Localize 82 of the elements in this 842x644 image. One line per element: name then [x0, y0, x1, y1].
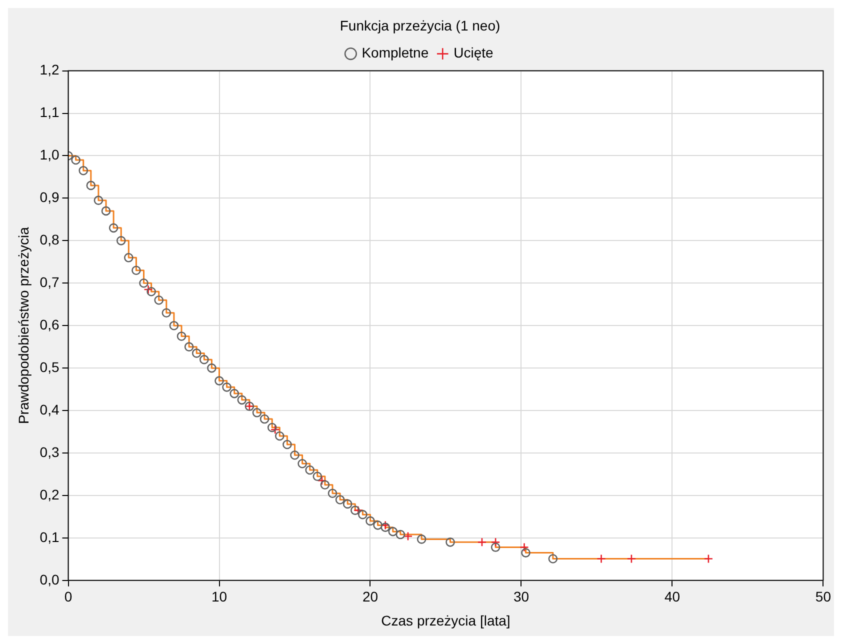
x-tick-label: 0 — [64, 588, 72, 605]
point — [169, 320, 179, 330]
point — [200, 354, 209, 364]
point — [132, 266, 141, 276]
point — [260, 414, 270, 424]
x-tick-label: 10 — [211, 588, 228, 605]
point — [342, 499, 352, 509]
x-tick-label: 40 — [664, 588, 680, 605]
point — [335, 495, 345, 504]
point — [312, 472, 322, 482]
point — [350, 506, 360, 515]
point — [416, 534, 426, 544]
point — [477, 538, 487, 547]
point — [78, 166, 88, 176]
point — [626, 554, 636, 564]
x-axis-title: Czas przeżycia [lata] — [381, 612, 510, 628]
chart-title: Funkcja przeżycia (1 neo) — [340, 17, 500, 34]
point — [282, 440, 292, 450]
y-tick-label: 0,1 — [40, 528, 60, 545]
y-tick-label: 0,0 — [40, 571, 60, 588]
point — [320, 480, 330, 490]
point — [548, 554, 558, 564]
point — [354, 506, 363, 515]
point — [101, 206, 111, 216]
legend-label: Ucięte — [454, 44, 494, 61]
x-tick-label: 50 — [815, 588, 832, 605]
point — [108, 223, 118, 233]
x-tick-label: 30 — [513, 588, 530, 605]
y-tick-label: 0,4 — [40, 401, 60, 418]
point — [446, 538, 455, 547]
point — [214, 376, 224, 386]
y-tick-label: 1,1 — [40, 104, 60, 120]
point — [116, 236, 126, 246]
point — [358, 510, 368, 520]
y-tick-label: 0,2 — [40, 486, 60, 502]
y-tick-label: 1,2 — [40, 62, 60, 78]
point — [154, 295, 164, 305]
point — [71, 155, 80, 165]
point — [403, 532, 413, 541]
point — [146, 286, 156, 296]
point — [237, 395, 247, 405]
point — [184, 342, 194, 352]
point — [94, 196, 104, 205]
y-tick-label: 0,7 — [40, 274, 60, 290]
y-tick-label: 0,9 — [40, 189, 60, 206]
point — [521, 548, 530, 558]
y-tick-label: 0,6 — [40, 316, 60, 332]
point — [270, 424, 280, 434]
point — [490, 538, 500, 547]
point — [207, 363, 216, 373]
y-tick-label: 0,8 — [40, 232, 60, 248]
point — [230, 388, 239, 398]
y-tick-label: 0,5 — [40, 358, 60, 375]
y-tick-label: 1,0 — [40, 146, 60, 163]
point — [388, 526, 398, 536]
point — [267, 422, 277, 432]
legend-label: Kompletne — [362, 44, 429, 61]
point — [396, 530, 406, 540]
point — [222, 382, 232, 392]
y-tick-label: 0,3 — [40, 444, 60, 460]
point — [373, 520, 382, 530]
point — [520, 542, 529, 552]
point — [298, 458, 307, 468]
point — [490, 542, 500, 552]
point — [176, 332, 186, 341]
y-axis-title: Prawdopodobieństwo przeżycia — [15, 226, 32, 424]
point — [275, 431, 284, 441]
x-tick-label: 20 — [362, 588, 378, 605]
point — [290, 450, 300, 460]
point — [86, 180, 96, 190]
point — [124, 253, 134, 262]
point — [328, 488, 338, 498]
point — [305, 465, 314, 475]
point — [139, 278, 148, 288]
point — [252, 408, 262, 418]
point — [704, 554, 714, 564]
point — [596, 554, 606, 564]
point — [162, 308, 172, 318]
point — [366, 516, 375, 526]
point — [317, 476, 327, 486]
point — [144, 284, 153, 294]
point — [192, 348, 202, 358]
